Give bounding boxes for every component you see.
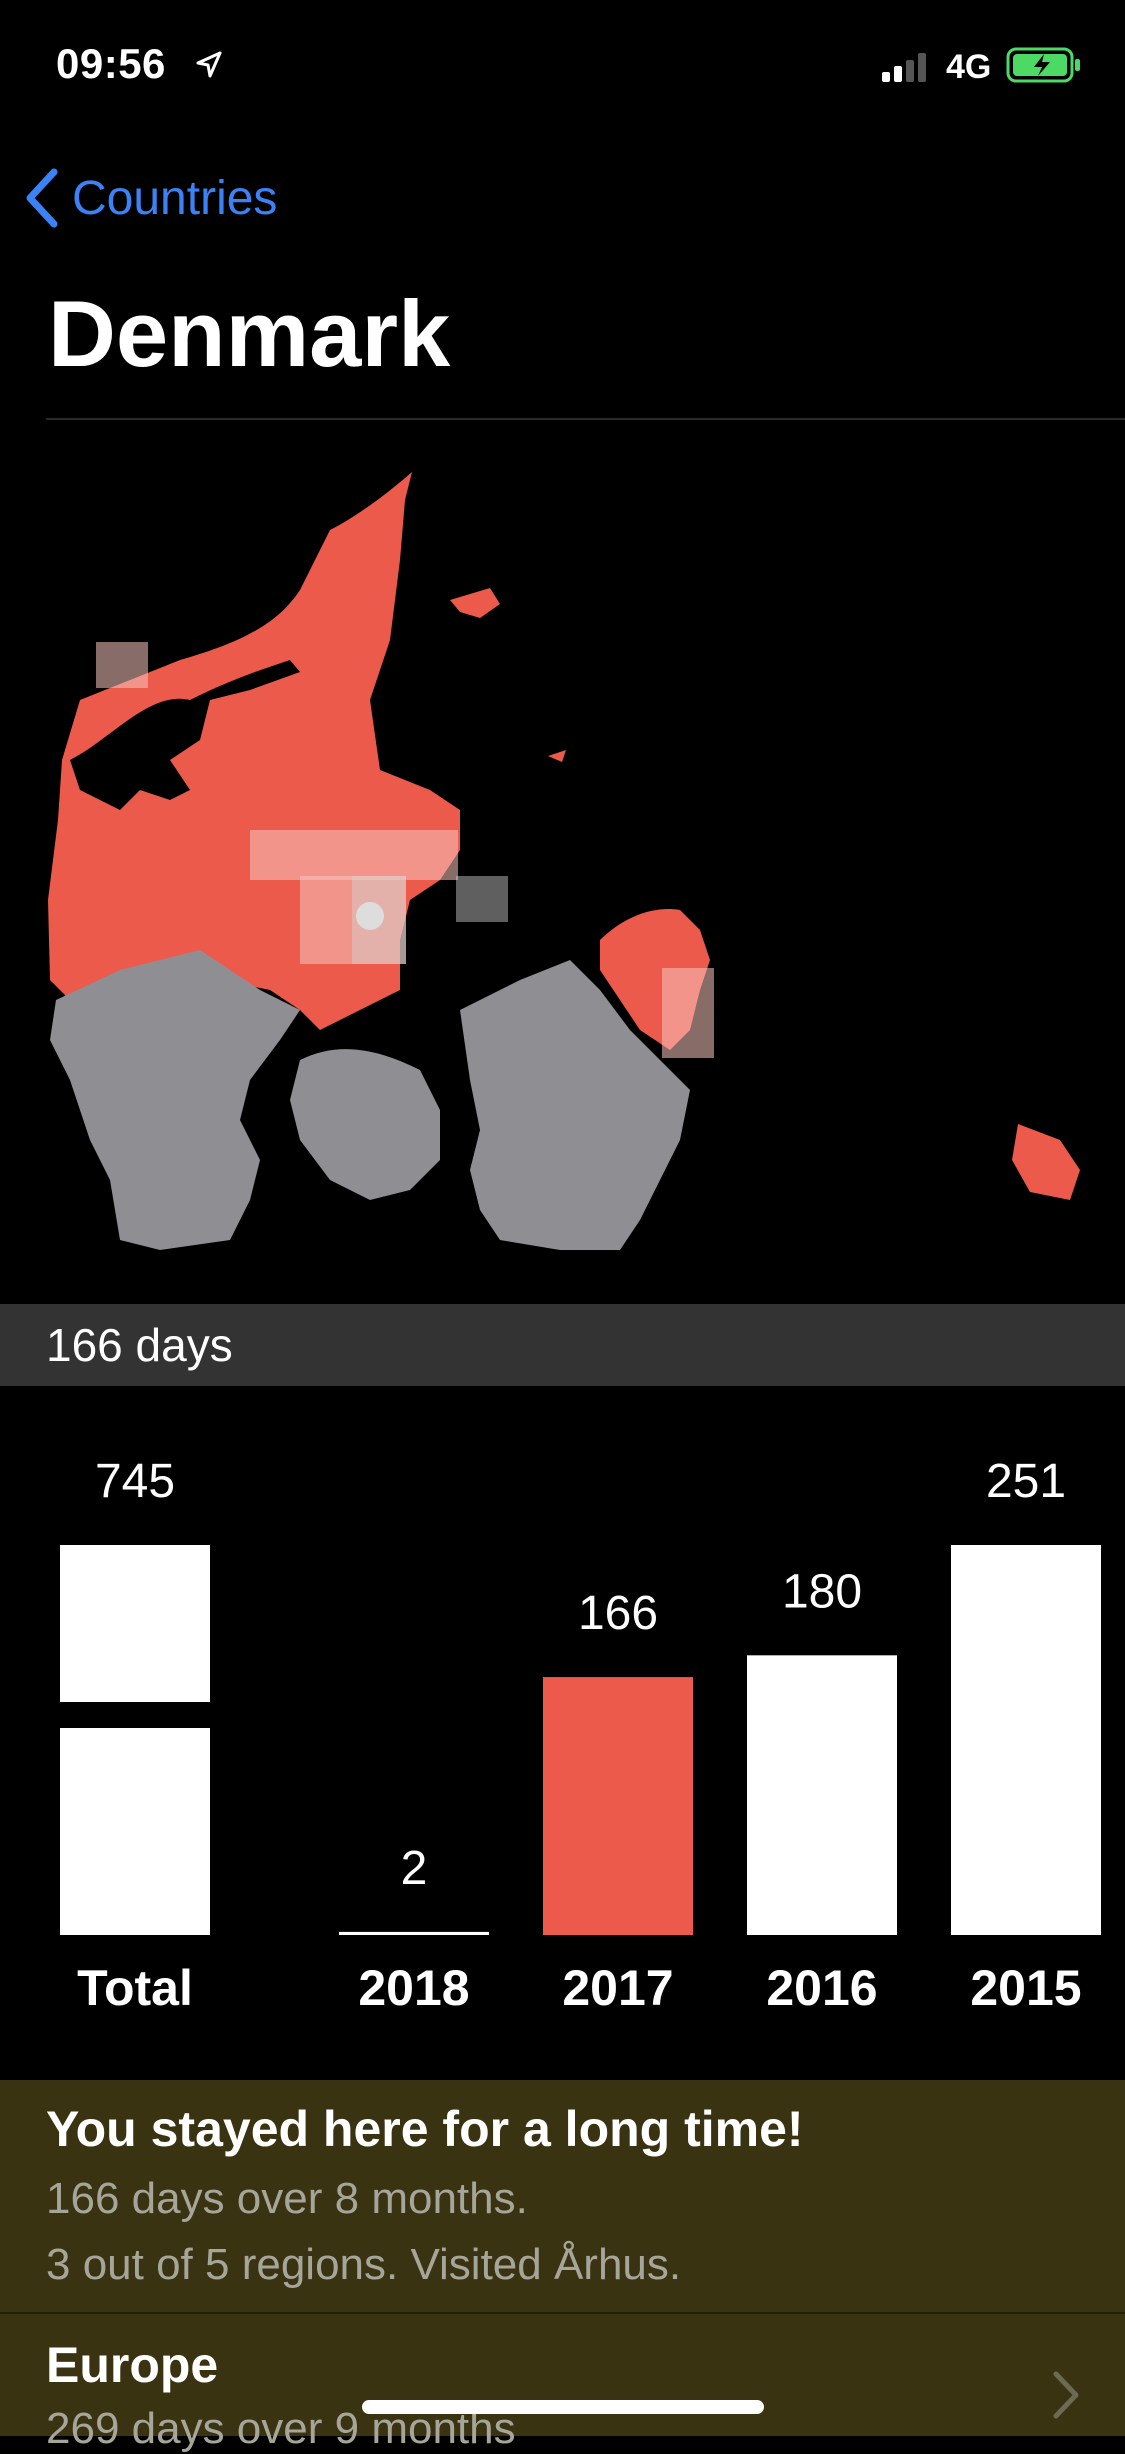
bar-label-2015[interactable]: 2015	[970, 1960, 1081, 2016]
bar-2018[interactable]	[339, 1931, 489, 1935]
status-time: 09:56	[56, 40, 166, 87]
bar-2016[interactable]	[747, 1655, 897, 1935]
map-tile	[96, 642, 148, 688]
days-per-year-chart[interactable]: 745 Total 2 2018 166 2017 180 2016 251 2015	[0, 1400, 1125, 2040]
map-water-limfjord	[70, 660, 300, 810]
info-title: You stayed here for a long time!	[46, 2101, 804, 2157]
bar-label-Total[interactable]: Total	[77, 1960, 193, 2016]
map-region-south-denmark[interactable]	[50, 950, 300, 1250]
battery-icon	[1006, 47, 1080, 83]
map-tile	[662, 968, 714, 1058]
map-region-funen[interactable]	[290, 1049, 440, 1200]
signal-icon	[882, 53, 926, 82]
bar-total-bottom[interactable]	[60, 1728, 210, 1935]
map-island-anholt[interactable]	[450, 588, 500, 618]
info-line-regions: 3 out of 5 regions. Visited Århus.	[46, 2240, 682, 2289]
info-panel	[0, 2080, 1125, 2436]
bar-label-2018[interactable]: 2018	[358, 1960, 469, 2016]
page-title: Denmark	[48, 281, 451, 386]
bar-value-2015: 251	[986, 1455, 1066, 1508]
country-map[interactable]	[0, 440, 1125, 1280]
map-region-zealand[interactable]	[460, 960, 690, 1250]
map-island-small[interactable]	[548, 750, 566, 762]
map-tile	[300, 876, 406, 964]
bar-2015[interactable]	[951, 1545, 1101, 1935]
info-line-days: 166 days over 8 months.	[46, 2174, 528, 2223]
back-button-label: Countries	[72, 171, 278, 225]
map-tile	[250, 830, 458, 880]
location-arrow-icon	[196, 51, 222, 78]
panel-divider	[0, 2312, 1125, 2314]
chevron-left-icon	[26, 168, 58, 228]
days-summary-label: 166 days	[46, 1319, 233, 1371]
chevron-right-icon[interactable]	[1052, 2370, 1080, 2420]
bar-total-top[interactable]	[60, 1545, 210, 1702]
divider	[46, 418, 1125, 420]
bar-label-2016[interactable]: 2016	[766, 1960, 877, 2016]
bar-value-2017: 166	[578, 1587, 658, 1640]
europe-row-title[interactable]: Europe	[46, 2337, 219, 2393]
days-summary-bar	[0, 1304, 1125, 1386]
bar-value-2016: 180	[782, 1565, 862, 1618]
back-button[interactable]: Countries	[24, 160, 277, 236]
map-tile	[456, 876, 508, 922]
bar-value-2018: 2	[401, 1842, 428, 1895]
bar-2017[interactable]	[543, 1677, 693, 1935]
bar-label-2017[interactable]: 2017	[562, 1960, 673, 2016]
network-type: 4G	[946, 48, 992, 86]
current-location-dot	[356, 902, 384, 930]
home-indicator	[362, 2400, 764, 2414]
bar-value-Total: 745	[95, 1455, 175, 1508]
map-island-bornholm[interactable]	[1012, 1124, 1080, 1200]
